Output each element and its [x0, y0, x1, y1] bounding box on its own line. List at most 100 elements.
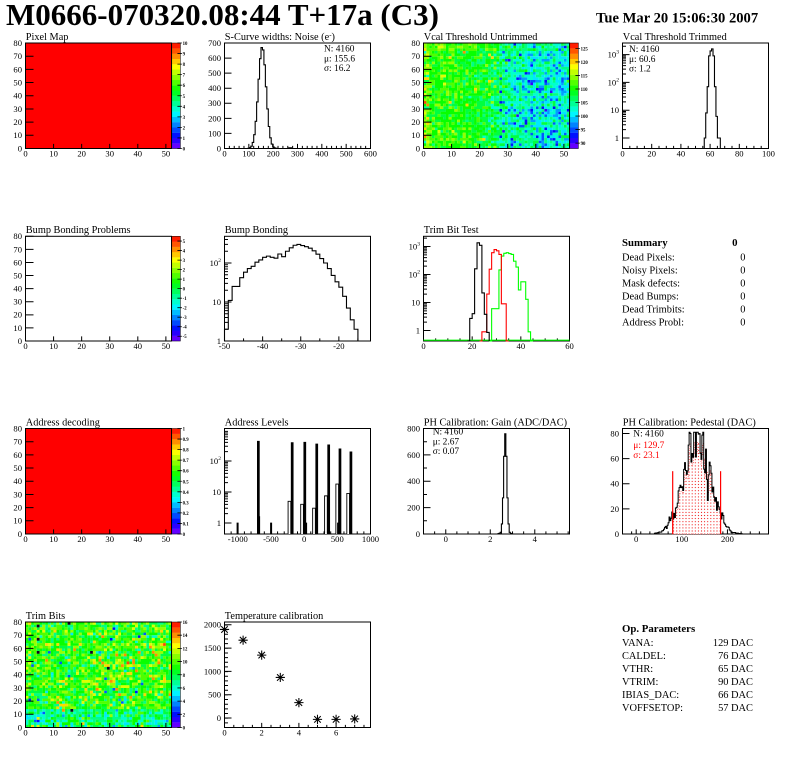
- svg-text:10: 10: [447, 148, 456, 158]
- svg-text:1: 1: [615, 133, 619, 143]
- svg-text:70: 70: [13, 630, 22, 640]
- svg-text:10: 10: [13, 323, 22, 333]
- svg-text:Temperature calibration: Temperature calibration: [225, 611, 323, 622]
- svg-text:20: 20: [647, 148, 656, 158]
- svg-text:Op. Parameters: Op. Parameters: [622, 623, 695, 635]
- svg-text:70: 70: [411, 51, 420, 61]
- svg-text:30: 30: [13, 104, 22, 114]
- svg-text:90: 90: [581, 142, 586, 147]
- svg-text:Address Levels: Address Levels: [225, 417, 289, 428]
- svg-text:600: 600: [407, 450, 420, 460]
- svg-text:80: 80: [13, 231, 22, 241]
- svg-text:0: 0: [217, 143, 221, 153]
- svg-text:60: 60: [13, 450, 22, 460]
- svg-text:40: 40: [13, 284, 22, 294]
- svg-text:30: 30: [105, 727, 114, 737]
- svg-text:-1000: -1000: [228, 534, 248, 544]
- svg-text:20: 20: [13, 310, 22, 320]
- svg-text:Pixel Map: Pixel Map: [26, 32, 69, 43]
- svg-text:50: 50: [162, 727, 171, 737]
- svg-text:N: 4160: N: 4160: [433, 428, 464, 438]
- svg-text:σ: 23.1: σ: 23.1: [633, 451, 660, 461]
- svg-text:2000: 2000: [204, 620, 221, 630]
- svg-text:1: 1: [416, 325, 420, 335]
- svg-text:6: 6: [183, 687, 186, 692]
- svg-text:10: 10: [183, 661, 188, 666]
- svg-text:40: 40: [134, 727, 143, 737]
- svg-text:0: 0: [18, 529, 22, 539]
- svg-text:VOFFSETOP:: VOFFSETOP:: [622, 703, 683, 714]
- svg-text:10: 10: [13, 516, 22, 526]
- svg-text:700: 700: [208, 38, 221, 48]
- svg-text:103: 103: [409, 241, 421, 251]
- svg-text:100: 100: [208, 128, 221, 138]
- svg-text:0: 0: [183, 533, 186, 538]
- svg-text:Vcal Threshold Untrimmed: Vcal Threshold Untrimmed: [424, 32, 538, 43]
- svg-text:0: 0: [421, 341, 425, 351]
- svg-text:40: 40: [517, 341, 526, 351]
- svg-text:90 DAC: 90 DAC: [718, 677, 753, 688]
- svg-text:12: 12: [183, 647, 188, 652]
- svg-text:40: 40: [134, 148, 143, 158]
- svg-text:400: 400: [315, 148, 328, 158]
- svg-text:70: 70: [13, 437, 22, 447]
- svg-text:3: 3: [183, 259, 186, 264]
- svg-text:100: 100: [675, 534, 688, 544]
- svg-text:50: 50: [162, 341, 171, 351]
- svg-text:0: 0: [23, 727, 27, 737]
- svg-text:10: 10: [212, 487, 221, 497]
- svg-text:0: 0: [416, 529, 420, 539]
- svg-text:110: 110: [581, 88, 589, 93]
- svg-text:115: 115: [581, 74, 589, 79]
- svg-text:0: 0: [740, 318, 745, 329]
- svg-text:0: 0: [23, 148, 27, 158]
- svg-text:0: 0: [222, 148, 226, 158]
- svg-text:μ: 2.67: μ: 2.67: [433, 437, 460, 447]
- svg-text:10: 10: [49, 341, 58, 351]
- svg-text:2: 2: [183, 713, 186, 718]
- svg-text:Dead Pixels:: Dead Pixels:: [622, 252, 675, 263]
- svg-text:10: 10: [13, 130, 22, 140]
- svg-text:N: 4160: N: 4160: [629, 45, 660, 55]
- svg-text:0.2: 0.2: [183, 512, 190, 517]
- svg-text:200: 200: [208, 113, 221, 123]
- svg-text:80: 80: [13, 423, 22, 433]
- svg-text:0: 0: [23, 341, 27, 351]
- svg-text:0: 0: [634, 534, 638, 544]
- svg-text:0: 0: [183, 288, 186, 293]
- svg-text:50: 50: [13, 270, 22, 280]
- svg-text:4: 4: [183, 105, 186, 110]
- svg-text:N: 4160: N: 4160: [633, 430, 664, 440]
- svg-text:Bump Bonding: Bump Bonding: [225, 225, 288, 236]
- svg-text:4: 4: [183, 700, 186, 705]
- svg-text:57 DAC: 57 DAC: [718, 703, 753, 714]
- svg-text:40: 40: [13, 91, 22, 101]
- svg-text:10: 10: [13, 709, 22, 719]
- svg-text:70: 70: [13, 244, 22, 254]
- svg-text:60: 60: [706, 148, 715, 158]
- svg-text:20: 20: [13, 503, 22, 513]
- svg-text:N: 4160: N: 4160: [324, 45, 355, 55]
- svg-text:S-Curve widths: Noise (e-): S-Curve widths: Noise (e-): [225, 31, 335, 43]
- svg-text:10: 10: [183, 42, 188, 47]
- svg-text:10: 10: [610, 105, 619, 115]
- svg-text:300: 300: [208, 98, 221, 108]
- svg-text:200: 200: [407, 503, 420, 513]
- svg-text:-4: -4: [183, 326, 188, 331]
- svg-text:σ: 0.07: σ: 0.07: [433, 447, 460, 457]
- svg-text:100: 100: [581, 115, 589, 120]
- svg-text:IBIAS_DAC:: IBIAS_DAC:: [622, 690, 679, 701]
- svg-text:40: 40: [134, 341, 143, 351]
- svg-text:-50: -50: [219, 341, 230, 351]
- svg-text:0: 0: [18, 722, 22, 732]
- svg-text:80: 80: [610, 428, 619, 438]
- svg-text:1: 1: [183, 278, 186, 283]
- svg-text:65 DAC: 65 DAC: [718, 664, 753, 675]
- svg-text:0: 0: [183, 148, 186, 153]
- svg-text:120: 120: [581, 61, 589, 66]
- svg-text:5: 5: [183, 95, 186, 100]
- svg-text:2: 2: [260, 727, 264, 737]
- svg-text:60: 60: [565, 341, 574, 351]
- svg-text:80: 80: [13, 617, 22, 627]
- svg-text:0: 0: [23, 534, 27, 544]
